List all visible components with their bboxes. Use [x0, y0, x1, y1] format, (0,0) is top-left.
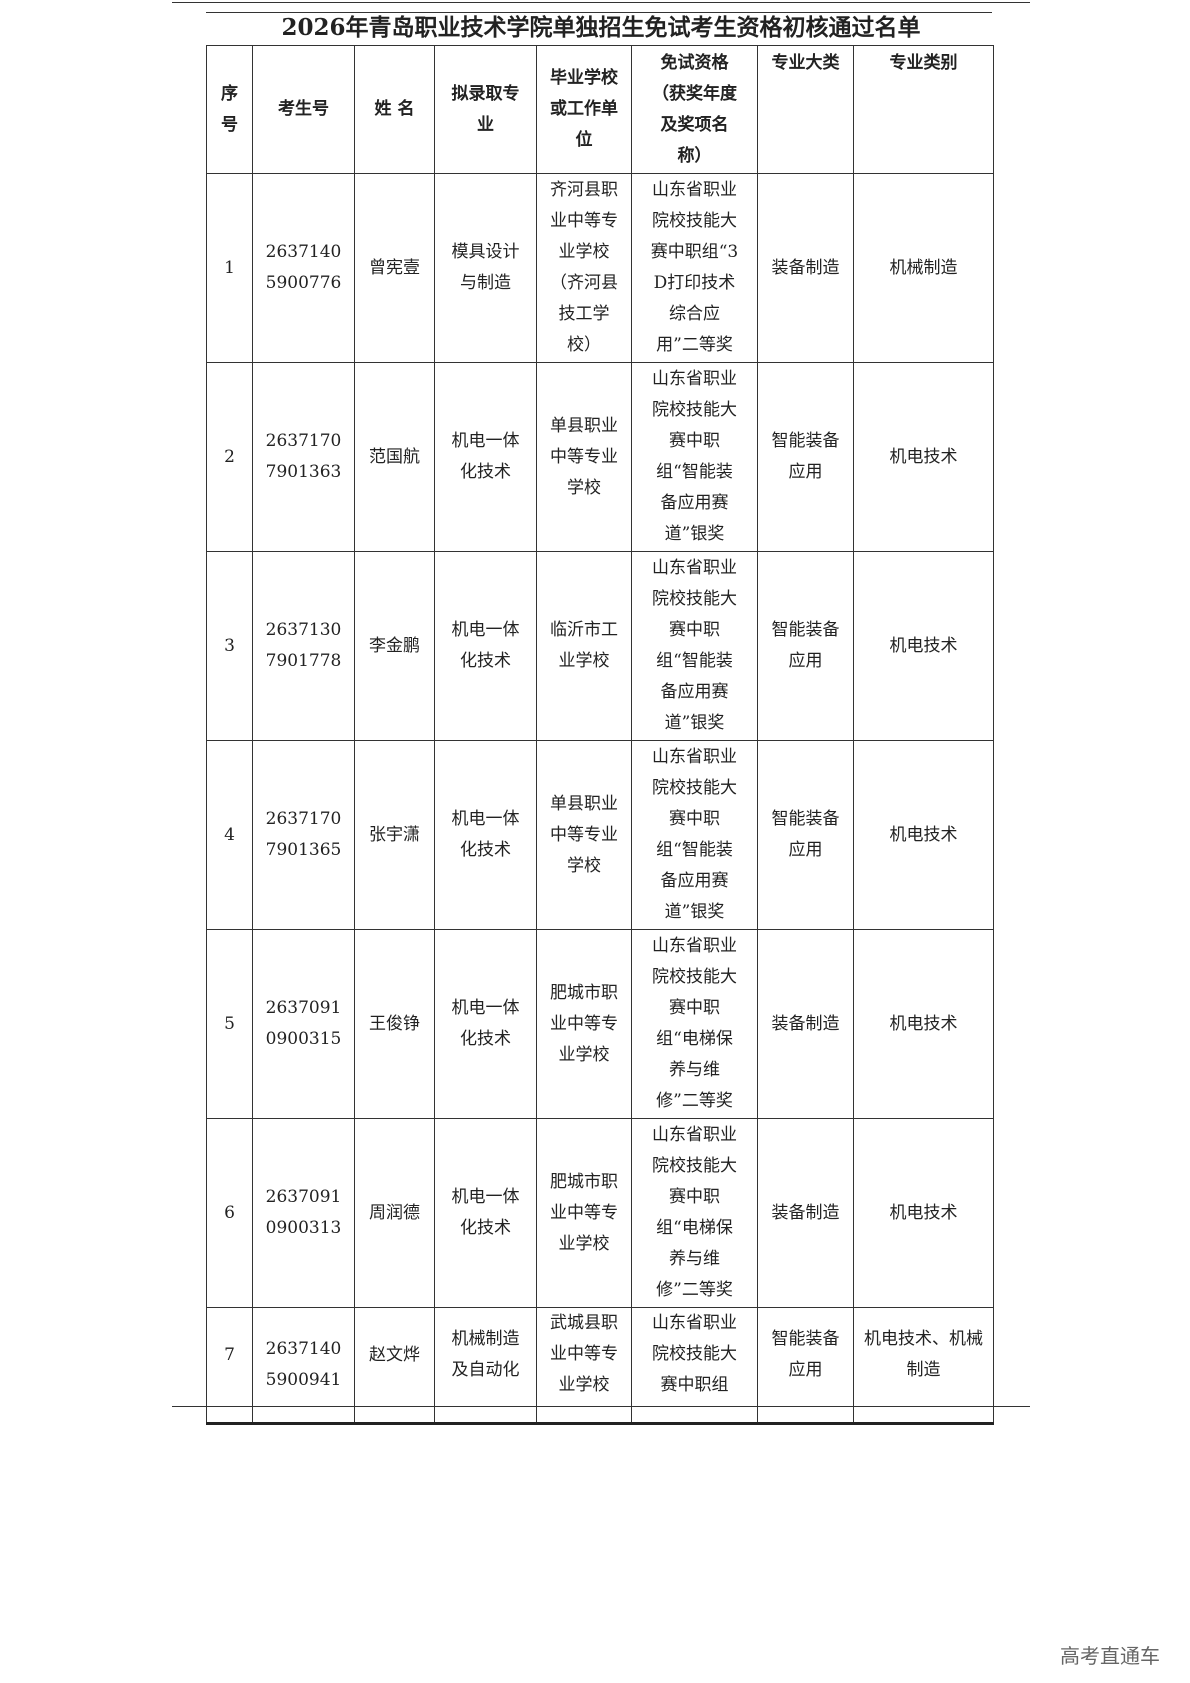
cell-qualification: 山东省职业院校技能大赛中职组“电梯保养与维修”二等奖	[631, 929, 758, 1119]
header-school: 毕业学校或工作单位	[536, 45, 632, 174]
cell-major: 机电一体化技术	[434, 929, 537, 1119]
cell-exam-number: 26371307901778	[252, 551, 355, 741]
title-rule	[206, 12, 992, 13]
candidate-table: 序号 考生号 姓 名 拟录取专业 毕业学校或工作单位 免试资格（获奖年度及奖项名…	[206, 45, 994, 1425]
cell-index: 3	[206, 551, 253, 741]
cell-index: 2	[206, 362, 253, 552]
cell-qualification: 山东省职业院校技能大赛中职组“智能装备应用赛道”银奖	[631, 740, 758, 930]
cell-name: 范国航	[354, 362, 435, 552]
cell-index: 1	[206, 173, 253, 363]
cell-name: 李金鹏	[354, 551, 435, 741]
header-category: 专业大类	[757, 45, 854, 174]
cell-major: 模具设计与制造	[434, 173, 537, 363]
cell-category: 装备制造	[757, 173, 854, 363]
top-rule	[172, 2, 1030, 3]
table-row: 4 26371707901365 张宇潇 机电一体化技术 单县职业中等专业学校 山东省职业…	[206, 740, 994, 930]
table-row: 6 26370910900313 周润德 机电一体化技术 肥城市职业中等专业学校 山东省职…	[206, 1118, 994, 1308]
cell-major: 机电一体化技术	[434, 362, 537, 552]
cell-major: 机电一体化技术	[434, 551, 537, 741]
header-type: 专业类别	[853, 45, 994, 174]
cell-category: 装备制造	[757, 1118, 854, 1308]
cell-category: 智能装备应用	[757, 740, 854, 930]
cell-exam-number: 26371405900941	[252, 1307, 355, 1424]
cell-school: 单县职业中等专业学校	[536, 740, 632, 930]
cell-school: 临沂市工业学校	[536, 551, 632, 741]
cell-major: 机电一体化技术	[434, 1118, 537, 1308]
cell-school: 肥城市职业中等专业学校	[536, 929, 632, 1119]
cell-index: 6	[206, 1118, 253, 1308]
cell-category: 智能装备应用	[757, 551, 854, 741]
cell-exam-number: 26371707901363	[252, 362, 355, 552]
cell-school: 武城县职业中等专业学校	[536, 1307, 632, 1424]
cell-index: 5	[206, 929, 253, 1119]
cell-qualification: 山东省职业院校技能大赛中职组	[631, 1307, 758, 1424]
cell-exam-number: 26370910900313	[252, 1118, 355, 1308]
cell-qualification: 山东省职业院校技能大赛中职组“3D打印技术综合应用”二等奖	[631, 173, 758, 363]
cell-name: 王俊铮	[354, 929, 435, 1119]
cell-name: 张宇潇	[354, 740, 435, 930]
page-title: 2026年青岛职业技术学院单独招生免试考生资格初核通过名单	[281, 14, 921, 41]
cell-name: 周润德	[354, 1118, 435, 1308]
cell-school: 齐河县职业中等专业学校（齐河县技工学校）	[536, 173, 632, 363]
cell-type: 机电技术	[853, 1118, 994, 1308]
table-row: 3 26371307901778 李金鹏 机电一体化技术 临沂市工业学校 山东省职业院校技…	[206, 551, 994, 741]
cell-type: 机械制造	[853, 173, 994, 363]
cell-type: 机电技术、机械制造	[853, 1307, 994, 1424]
cell-type: 机电技术	[853, 362, 994, 552]
cell-category: 智能装备应用	[757, 362, 854, 552]
cell-qualification: 山东省职业院校技能大赛中职组“电梯保养与维修”二等奖	[631, 1118, 758, 1308]
cell-school: 肥城市职业中等专业学校	[536, 1118, 632, 1308]
cell-qualification: 山东省职业院校技能大赛中职组“智能装备应用赛道”银奖	[631, 362, 758, 552]
cell-type: 机电技术	[853, 929, 994, 1119]
header-qualification: 免试资格（获奖年度及奖项名称）	[631, 45, 758, 174]
cell-exam-number: 26371707901365	[252, 740, 355, 930]
cell-major: 机械制造及自动化	[434, 1307, 537, 1424]
header-name: 姓 名	[354, 45, 435, 174]
header-index: 序号	[206, 45, 253, 174]
cell-index: 4	[206, 740, 253, 930]
table-row: 5 26370910900315 王俊铮 机电一体化技术 肥城市职业中等专业学校 山东省职…	[206, 929, 994, 1119]
header-major: 拟录取专业	[434, 45, 537, 174]
table-header-row: 序号 考生号 姓 名 拟录取专业 毕业学校或工作单位 免试资格（获奖年度及奖项名…	[206, 45, 994, 174]
cell-category: 装备制造	[757, 929, 854, 1119]
cell-category: 智能装备应用	[757, 1307, 854, 1424]
cell-major: 机电一体化技术	[434, 740, 537, 930]
header-exam-number: 考生号	[252, 45, 355, 174]
cell-name: 曾宪壹	[354, 173, 435, 363]
table-row: 1 26371405900776 曾宪壹 模具设计与制造 齐河县职业中等专业学校（齐河县…	[206, 173, 994, 363]
bottom-rule	[172, 1406, 1030, 1407]
cell-type: 机电技术	[853, 551, 994, 741]
cell-qualification: 山东省职业院校技能大赛中职组“智能装备应用赛道”银奖	[631, 551, 758, 741]
cell-exam-number: 26370910900315	[252, 929, 355, 1119]
table-row: 2 26371707901363 范国航 机电一体化技术 单县职业中等专业学校 山东省职业…	[206, 362, 994, 552]
watermark: 高考直通车	[1060, 1644, 1160, 1668]
cell-school: 单县职业中等专业学校	[536, 362, 632, 552]
cell-name: 赵文烨	[354, 1307, 435, 1424]
cell-exam-number: 26371405900776	[252, 173, 355, 363]
cell-type: 机电技术	[853, 740, 994, 930]
table-row: 7 26371405900941 赵文烨 机械制造及自动化 武城县职业中等专业学校 山东省…	[206, 1307, 994, 1424]
